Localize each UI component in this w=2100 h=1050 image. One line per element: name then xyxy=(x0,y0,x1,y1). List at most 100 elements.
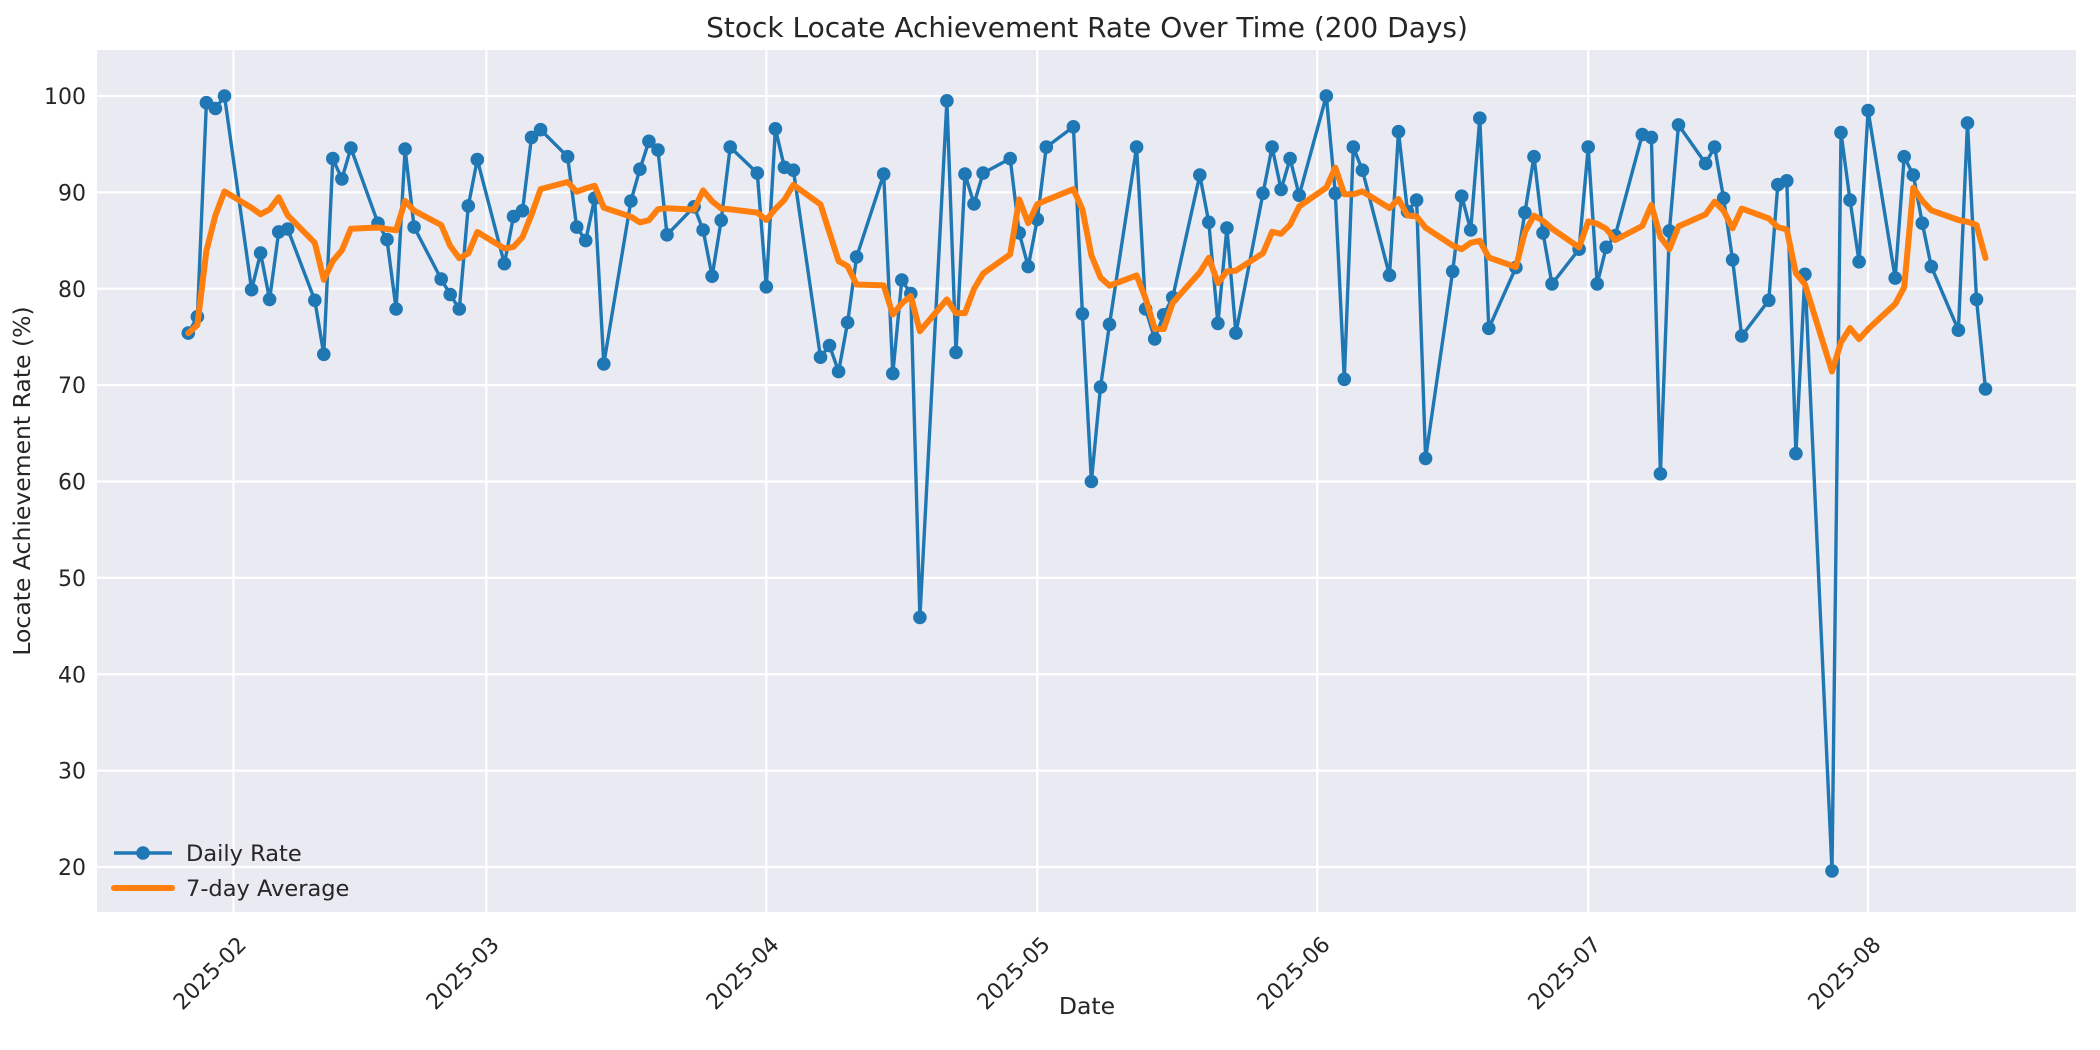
daily-rate-marker xyxy=(1852,254,1866,269)
daily-rate-marker xyxy=(1545,277,1559,291)
daily-rate-marker xyxy=(1527,149,1541,164)
daily-rate-marker xyxy=(1897,149,1911,164)
daily-rate-marker xyxy=(1211,316,1225,331)
daily-rate-marker xyxy=(1960,116,1975,130)
daily-rate-marker xyxy=(1789,446,1803,461)
daily-rate-marker xyxy=(1653,467,1668,481)
grid-lines xyxy=(97,50,2076,912)
y-tick-label: 70 xyxy=(58,374,86,399)
daily-rate-marker xyxy=(262,292,277,307)
daily-rate-marker xyxy=(253,246,268,260)
daily-rate-marker xyxy=(1906,168,1921,182)
y-tick-label: 30 xyxy=(58,760,86,785)
daily-rate-marker xyxy=(750,166,765,180)
daily-rate-marker xyxy=(1707,140,1722,154)
daily-rate-marker xyxy=(1861,103,1875,118)
daily-rate-marker xyxy=(895,273,909,287)
y-tick-label: 100 xyxy=(44,85,86,110)
daily-rate-marker xyxy=(849,250,864,264)
daily-rate-marker xyxy=(407,220,421,234)
daily-rate-marker xyxy=(1202,215,1216,230)
daily-rate-marker xyxy=(443,287,458,302)
daily-rate-marker xyxy=(786,163,801,177)
daily-rate-marker xyxy=(1319,89,1334,103)
daily-rate-marker xyxy=(1762,293,1776,308)
daily-rate-marker xyxy=(1129,140,1144,154)
daily-rate-marker xyxy=(244,282,259,297)
daily-rate-marker xyxy=(452,302,467,316)
daily-rate-marker xyxy=(705,269,719,284)
daily-rate-marker xyxy=(1283,151,1297,166)
y-tick-label: 60 xyxy=(58,471,86,496)
legend-average-label: 7-day Average xyxy=(186,876,349,902)
daily-rate-marker xyxy=(470,152,485,167)
daily-rate-marker xyxy=(1409,193,1424,207)
daily-rate-marker xyxy=(569,220,584,234)
daily-rate-marker xyxy=(1725,252,1740,267)
daily-rate-marker xyxy=(1084,474,1099,489)
y-tick-label: 20 xyxy=(58,856,86,881)
daily-rate-marker xyxy=(344,141,358,155)
daily-rate-marker xyxy=(822,338,837,353)
rolling-average-line xyxy=(185,164,1989,375)
daily-rate-marker xyxy=(1274,182,1288,197)
daily-rate-marker xyxy=(1256,186,1270,201)
daily-rate-marker xyxy=(1716,191,1731,205)
daily-rate-marker xyxy=(633,162,647,176)
daily-rate-marker xyxy=(497,256,512,271)
daily-rate-marker xyxy=(597,357,611,371)
data-series xyxy=(181,89,1993,878)
daily-rate-marker xyxy=(1102,317,1117,332)
daily-rate-marker xyxy=(1581,140,1595,154)
daily-rate-marker xyxy=(317,347,331,362)
daily-rate-marker xyxy=(876,167,891,181)
daily-rate-marker xyxy=(958,167,972,181)
daily-rate-marker xyxy=(1066,120,1081,134)
daily-rate-marker xyxy=(217,89,232,103)
daily-rate-marker xyxy=(280,222,295,236)
daily-rate-marker xyxy=(1644,130,1659,145)
daily-rate-marker xyxy=(660,228,674,242)
daily-rate-marker xyxy=(578,233,593,248)
daily-rate-marker xyxy=(1825,864,1839,878)
daily-rate-marker xyxy=(1536,226,1550,240)
daily-rate-marker xyxy=(976,166,990,180)
daily-rate-marker xyxy=(1518,205,1532,220)
daily-rate-marker xyxy=(1093,380,1108,394)
daily-rate-marker xyxy=(840,315,855,330)
daily-rate-marker xyxy=(1220,221,1234,235)
daily-rate-marker xyxy=(813,350,828,365)
daily-rate-marker xyxy=(1482,321,1496,336)
daily-rate-marker xyxy=(380,232,394,247)
daily-rate-marker xyxy=(1978,382,1993,396)
daily-rate-marker xyxy=(642,134,656,149)
daily-rate-marker xyxy=(1599,240,1613,255)
daily-rate-marker xyxy=(696,223,710,237)
daily-rate-marker xyxy=(1265,140,1279,154)
daily-rate-marker xyxy=(1473,111,1487,125)
daily-rate-marker xyxy=(461,199,476,213)
daily-rate-marker xyxy=(759,280,774,294)
daily-rate-marker xyxy=(1075,307,1090,321)
daily-rate-marker xyxy=(624,194,638,208)
y-tick-label: 90 xyxy=(58,181,86,206)
daily-rate-marker xyxy=(1698,156,1713,171)
daily-rate-marker xyxy=(1039,140,1054,154)
daily-rate-marker xyxy=(967,197,981,211)
daily-rate-marker xyxy=(1193,168,1207,182)
daily-rate-marker xyxy=(1382,268,1397,283)
x-axis-label: Date xyxy=(1059,992,1115,1020)
daily-rate-marker xyxy=(326,151,340,166)
daily-rate-marker xyxy=(389,302,403,316)
daily-rate-marker xyxy=(1229,326,1243,340)
y-axis-label: Locate Achievement Rate (%) xyxy=(8,306,36,655)
daily-rate-marker xyxy=(768,122,783,136)
daily-rate-marker xyxy=(913,610,927,625)
daily-rate-marker xyxy=(1734,329,1749,343)
daily-rate-marker xyxy=(831,364,846,379)
daily-rate-marker xyxy=(1147,332,1162,346)
daily-rate-marker xyxy=(949,345,963,360)
daily-rate-marker xyxy=(1463,223,1478,237)
daily-rate-marker xyxy=(1445,264,1460,279)
daily-rate-marker xyxy=(533,122,548,137)
